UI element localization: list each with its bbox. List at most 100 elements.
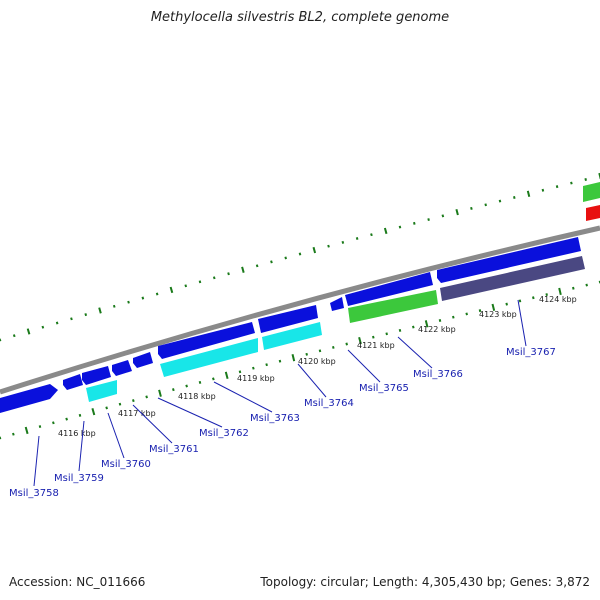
scale-label: 4120 kbp: [298, 357, 336, 366]
forward-strand-features: [0, 237, 581, 413]
scale-tick: [505, 302, 508, 306]
gene-feature-msil-3761[interactable]: [112, 360, 132, 376]
locus-label-msil-3760[interactable]: Msil_3760: [101, 459, 151, 470]
scale-tick: [585, 283, 588, 287]
locus-label-msil-3762[interactable]: Msil_3762: [199, 428, 249, 439]
locus-label-msil-3761[interactable]: Msil_3761: [149, 444, 199, 455]
scale-tick: [132, 399, 135, 403]
locus-label-msil-3766[interactable]: Msil_3766: [413, 369, 463, 380]
locus-leader-msil-3764: [297, 363, 327, 398]
scale-tick: [572, 286, 575, 290]
upper-tick: [212, 276, 216, 280]
scale-label: 4123 kbp: [479, 310, 517, 319]
upper-tick: [184, 284, 188, 288]
upper-tick: [127, 300, 130, 304]
locus-label-msil-3764[interactable]: Msil_3764: [304, 398, 354, 409]
upper-tick: [441, 214, 445, 218]
upper-tick: [112, 304, 116, 308]
upper-tick: [584, 178, 587, 181]
locus-leader-msil-3762: [157, 397, 223, 428]
scale-tick: [65, 417, 68, 421]
upper-tick: [541, 188, 545, 192]
upper-tick: [12, 334, 16, 338]
gene-feature-msil-3763[interactable]: [158, 322, 255, 359]
upper-tick: [298, 252, 302, 256]
gene-feature-msil-3767[interactable]: [437, 237, 581, 283]
locus-label-msil-3759[interactable]: Msil_3759: [54, 473, 104, 484]
scale-tick-row: [0, 280, 600, 440]
scale-tick: [265, 363, 268, 367]
scale-tick: [12, 432, 15, 436]
scale-tick: [24, 426, 29, 435]
upper-tick: [513, 196, 516, 199]
reverse-strand-features: [86, 256, 585, 402]
locus-label-msil-3765[interactable]: Msil_3765: [359, 383, 409, 394]
green-feature-msil-3766[interactable]: [348, 290, 438, 323]
upper-tick: [55, 321, 59, 325]
scale-label: 4119 kbp: [237, 374, 275, 383]
upper-tick: [498, 199, 502, 203]
upper-tick: [470, 206, 473, 210]
scale-tick: [438, 319, 442, 322]
gene-feature-msil-3764[interactable]: [258, 305, 318, 333]
scale-tick: [185, 384, 188, 388]
scale-tick: [332, 345, 335, 349]
upper-tick: [26, 328, 31, 335]
locus-leader-msil-3765: [347, 349, 381, 383]
scale-tick: [252, 366, 255, 370]
upper-tick: [398, 225, 402, 229]
upper-tick: [141, 296, 145, 300]
locus-leader-msil-3767: [517, 299, 527, 347]
accession-text: Accession: NC_011666: [9, 575, 146, 589]
scale-tick: [172, 388, 175, 392]
upper-tick: [413, 221, 416, 225]
locus-leader-msil-3763: [213, 381, 273, 413]
genome-summary-text: Topology: circular; Length: 4,305,430 bp…: [260, 575, 590, 589]
cyan-feature-msil-3764[interactable]: [262, 322, 322, 350]
upper-tick: [484, 203, 487, 207]
upper-tick: [169, 286, 174, 294]
upper-tick: [427, 218, 430, 222]
upper-tick: [155, 292, 159, 296]
scale-label: 4116 kbp: [58, 429, 96, 438]
red-feature-top-right[interactable]: [586, 205, 600, 221]
scale-tick: [118, 402, 122, 406]
locus-label-msil-3758[interactable]: Msil_3758: [9, 488, 59, 499]
upper-tick: [241, 266, 245, 273]
scale-tick: [158, 389, 162, 397]
gene-feature-msil-3760[interactable]: [82, 366, 111, 385]
cyan-feature-msil-3763[interactable]: [160, 338, 258, 377]
scale-tick: [238, 370, 242, 374]
gene-feature-msil-3766[interactable]: [345, 272, 433, 306]
scale-tick: [345, 342, 348, 346]
scale-tick: [291, 354, 296, 362]
purple-feature-msil-3767[interactable]: [440, 256, 585, 301]
upper-tick: [383, 227, 388, 235]
locus-label-msil-3763[interactable]: Msil_3763: [250, 413, 300, 424]
locus-leader-msil-3758: [33, 435, 40, 487]
scale-tick: [224, 371, 229, 379]
scale-tick: [491, 303, 496, 312]
gene-feature-msil-3762[interactable]: [133, 352, 153, 368]
upper-tick: [555, 185, 559, 189]
scale-tick: [198, 380, 202, 384]
upper-tick: [455, 208, 459, 216]
gene-feature-msil-3758[interactable]: [0, 384, 58, 413]
scale-tick: [305, 352, 308, 356]
upper-tick: [198, 280, 202, 284]
scale-tick: [424, 320, 429, 328]
upper-tick: [312, 246, 317, 254]
green-feature-top-right[interactable]: [583, 182, 600, 202]
locus-leader-msil-3761: [132, 404, 173, 444]
scale-tick: [398, 328, 402, 332]
gene-feature-msil-3759[interactable]: [63, 374, 83, 390]
cyan-feature-msil-3760[interactable]: [86, 380, 117, 402]
scale-labels: 4116 kbp 4117 kbp 4118 kbp 4119 kbp 4120 kbp…: [58, 295, 577, 438]
upper-tick: [341, 240, 345, 244]
scale-label: 4117 kbp: [118, 409, 156, 418]
locus-label-msil-3767[interactable]: Msil_3767: [506, 347, 556, 358]
scale-tick: [558, 287, 562, 296]
gene-feature-msil-3765[interactable]: [330, 297, 344, 311]
scale-tick: [52, 421, 55, 425]
